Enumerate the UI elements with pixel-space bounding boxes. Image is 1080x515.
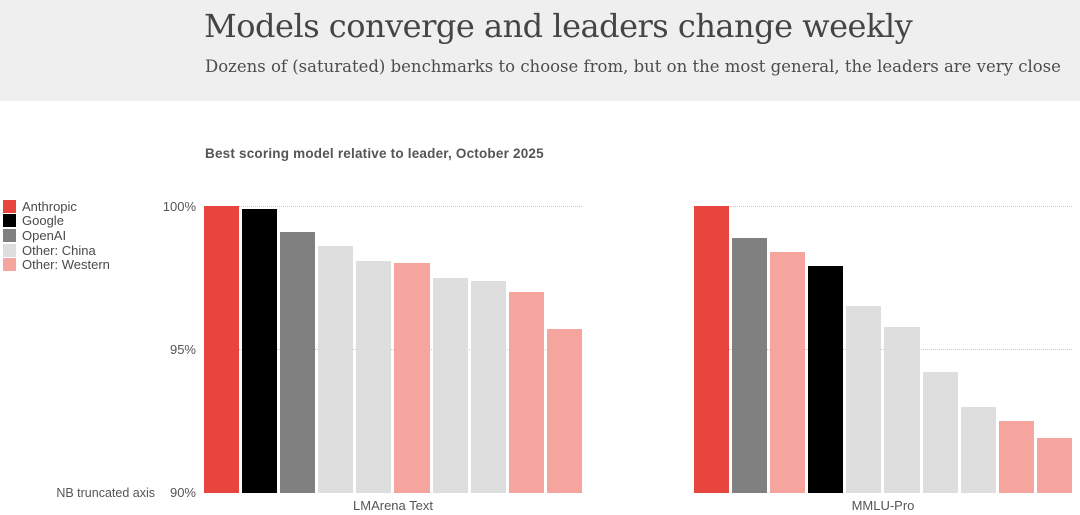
bar <box>242 208 278 493</box>
bar <box>280 231 316 493</box>
legend-label: Anthropic <box>22 198 77 214</box>
legend-item: Google <box>3 213 110 229</box>
chart-title: Best scoring model relative to leader, O… <box>205 146 544 161</box>
bar <box>546 329 582 493</box>
header-band <box>0 0 1080 101</box>
legend-label: Other: China <box>22 242 96 258</box>
bar <box>846 306 882 493</box>
gridline-100 <box>694 206 1072 207</box>
bar <box>394 263 430 493</box>
legend-item: Anthropic <box>3 199 110 214</box>
y-axis-tick-95: 95% <box>169 342 196 357</box>
bar <box>770 251 806 493</box>
bar <box>1036 438 1072 493</box>
gridline-95 <box>204 349 582 350</box>
bar <box>318 246 354 493</box>
bar <box>508 292 544 493</box>
legend-swatch-icon <box>3 214 16 228</box>
legend-item: Other: China <box>3 243 110 258</box>
bars-group <box>694 206 1072 493</box>
bars-group <box>204 206 582 493</box>
legend-item: Other: Western <box>3 257 110 272</box>
page-subtitle: Dozens of (saturated) benchmarks to choo… <box>205 57 1061 76</box>
bar <box>960 406 996 493</box>
bar <box>922 372 958 493</box>
legend-swatch-icon <box>3 199 16 213</box>
x-axis-label-mmlu-pro: MMLU-Pro <box>851 498 915 513</box>
gridline-100 <box>204 206 582 207</box>
legend-label: OpenAI <box>22 227 67 243</box>
bar <box>432 277 468 493</box>
legend-label: Google <box>22 213 64 229</box>
legend-swatch-icon <box>3 258 16 272</box>
bar <box>694 206 730 493</box>
x-axis-label-lmarena-text: LMArena Text <box>353 498 433 513</box>
bar <box>808 266 844 493</box>
legend-swatch-icon <box>3 228 16 242</box>
truncated-axis-note: NB truncated axis <box>56 486 155 500</box>
y-axis-tick-90: 90% <box>169 485 196 500</box>
bar <box>998 421 1034 493</box>
y-axis-tick-100: 100% <box>162 199 196 214</box>
legend-item: OpenAI <box>3 228 110 243</box>
bar <box>732 237 768 493</box>
legend-swatch-icon <box>3 243 16 257</box>
page-title: Models converge and leaders change weekl… <box>204 7 913 45</box>
legend: Anthropic Google OpenAI Other: China Other: … <box>3 199 110 272</box>
bar <box>884 326 920 493</box>
legend-label: Other: Western <box>22 257 110 273</box>
gridline-95 <box>694 349 1072 350</box>
bar-chart-lmarena-text <box>204 206 582 493</box>
bar-chart-mmlu-pro <box>694 206 1072 493</box>
bar <box>356 260 392 493</box>
bar <box>470 280 506 493</box>
bar <box>204 206 240 493</box>
